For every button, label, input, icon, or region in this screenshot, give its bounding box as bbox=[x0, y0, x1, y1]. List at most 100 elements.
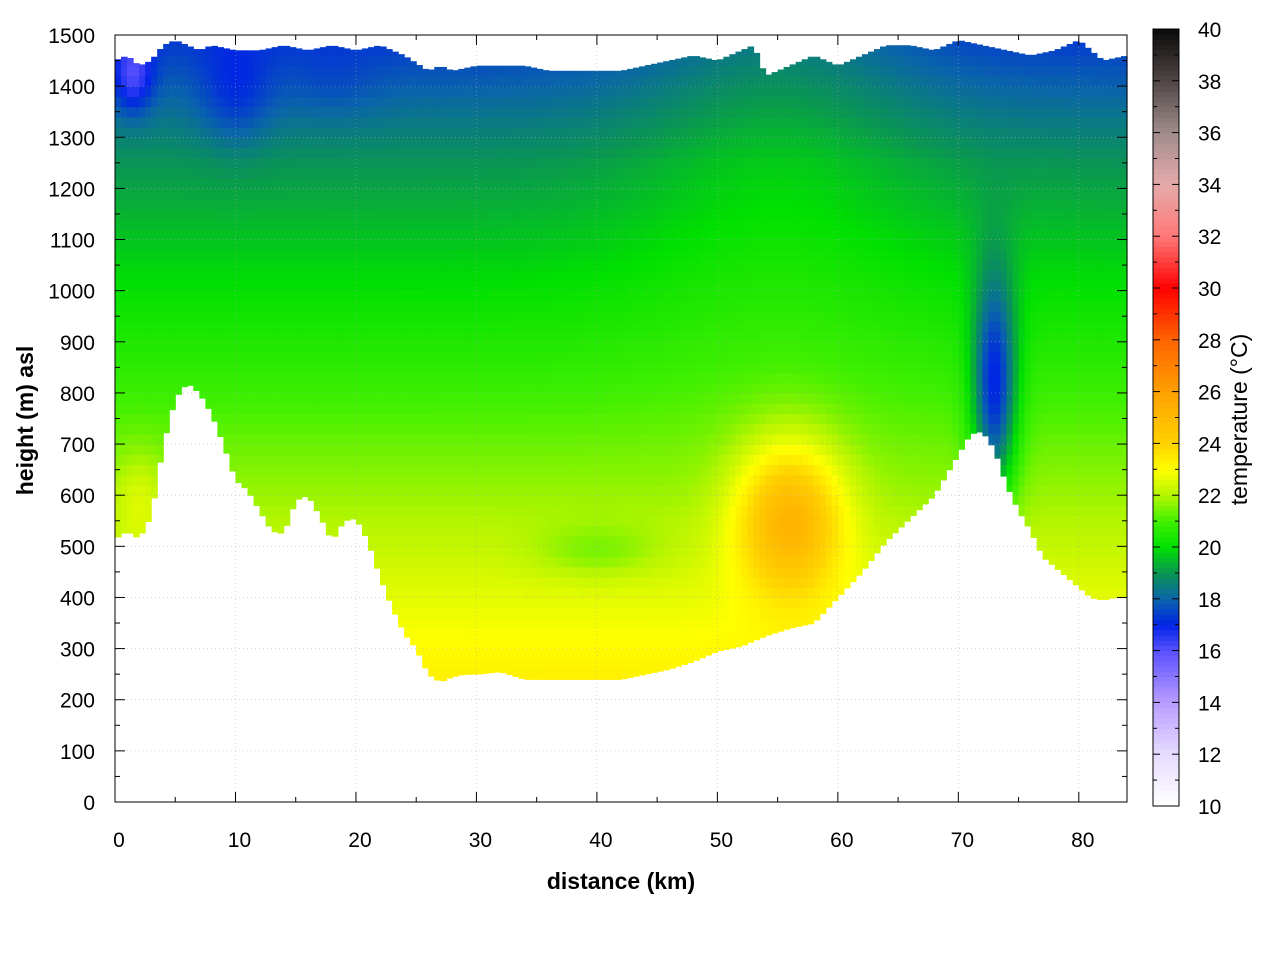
temperature-cell bbox=[271, 444, 279, 455]
temperature-cell bbox=[596, 597, 604, 609]
temperature-cell bbox=[669, 577, 676, 588]
temperature-cell bbox=[187, 372, 194, 384]
temperature-cell bbox=[410, 270, 417, 282]
temperature-cell bbox=[331, 96, 339, 108]
temperature-cell bbox=[422, 464, 429, 476]
temperature-cell bbox=[337, 157, 345, 169]
temperature-cell bbox=[536, 577, 544, 588]
temperature-cell bbox=[386, 137, 393, 149]
temperature-cell bbox=[175, 157, 182, 169]
temperature-cell bbox=[621, 454, 628, 466]
temperature-cell bbox=[548, 178, 556, 189]
temperature-cell bbox=[645, 147, 652, 159]
temperature-cell bbox=[253, 147, 261, 159]
temperature-cell bbox=[187, 290, 194, 302]
temperature-cell bbox=[476, 229, 484, 241]
temperature-cell bbox=[283, 515, 291, 526]
temperature-cell bbox=[386, 167, 393, 179]
temperature-cell bbox=[398, 382, 405, 394]
temperature-cell bbox=[169, 331, 176, 343]
temperature-cell bbox=[416, 372, 423, 384]
temperature-cell bbox=[512, 321, 520, 333]
temperature-cell bbox=[404, 607, 411, 619]
temperature-cell bbox=[452, 321, 459, 333]
temperature-cell bbox=[416, 229, 423, 241]
temperature-cell bbox=[530, 127, 538, 138]
temperature-cell bbox=[464, 280, 471, 292]
temperature-cell bbox=[548, 331, 556, 343]
temperature-cell bbox=[368, 362, 375, 374]
temperature-cell bbox=[410, 61, 417, 67]
temperature-cell bbox=[223, 259, 231, 271]
temperature-cell bbox=[217, 423, 225, 435]
temperature-cell bbox=[590, 70, 598, 77]
temperature-cell bbox=[464, 536, 471, 547]
temperature-cell bbox=[500, 219, 508, 230]
temperature-cell bbox=[440, 106, 447, 118]
temperature-cell bbox=[518, 198, 526, 210]
temperature-cell bbox=[554, 495, 562, 507]
temperature-cell bbox=[271, 352, 279, 363]
temperature-cell bbox=[627, 669, 634, 678]
temperature-cell bbox=[500, 96, 508, 108]
temperature-cell bbox=[434, 219, 441, 230]
temperature-cell bbox=[392, 587, 399, 599]
temperature-cell bbox=[621, 566, 628, 578]
temperature-cell bbox=[596, 536, 604, 547]
temperature-cell bbox=[398, 75, 405, 87]
temperature-cell bbox=[271, 239, 279, 251]
temperature-cell bbox=[211, 137, 218, 149]
temperature-cell bbox=[608, 525, 616, 537]
temperature-cell bbox=[392, 464, 399, 476]
temperature-cell bbox=[398, 331, 405, 343]
temperature-cell bbox=[494, 65, 502, 77]
temperature-cell bbox=[627, 648, 634, 660]
temperature-cell bbox=[578, 617, 586, 629]
temperature-cell bbox=[663, 362, 670, 374]
temperature-cell bbox=[470, 137, 478, 149]
temperature-cell bbox=[530, 454, 538, 466]
temperature-cell bbox=[157, 65, 164, 77]
temperature-cell bbox=[614, 352, 622, 363]
temperature-cell bbox=[361, 167, 369, 179]
temperature-cell bbox=[578, 546, 586, 558]
temperature-cell bbox=[271, 505, 279, 517]
temperature-cell bbox=[121, 515, 128, 527]
temperature-cell bbox=[621, 167, 628, 179]
temperature-cell bbox=[614, 229, 622, 241]
temperature-cell bbox=[247, 372, 255, 384]
temperature-cell bbox=[614, 259, 622, 271]
temperature-cell bbox=[187, 116, 194, 128]
temperature-cell bbox=[404, 617, 411, 629]
temperature-cell bbox=[398, 536, 405, 547]
temperature-cell bbox=[205, 188, 212, 200]
temperature-cell bbox=[554, 403, 562, 414]
temperature-cell bbox=[560, 249, 568, 261]
temperature-cell bbox=[554, 331, 562, 343]
temperature-cell bbox=[627, 198, 634, 210]
temperature-cell bbox=[434, 239, 441, 251]
temperature-cell bbox=[566, 362, 574, 374]
temperature-cell bbox=[428, 669, 435, 677]
temperature-cell bbox=[554, 454, 562, 466]
temperature-cell bbox=[578, 607, 586, 619]
temperature-cell bbox=[247, 321, 255, 333]
temperature-cell bbox=[235, 331, 243, 343]
temperature-cell bbox=[506, 372, 514, 384]
temperature-cell bbox=[422, 658, 429, 669]
temperature-cell bbox=[614, 70, 622, 77]
temperature-cell bbox=[211, 270, 218, 282]
temperature-cell bbox=[621, 259, 628, 271]
temperature-cell bbox=[614, 198, 622, 210]
temperature-cell bbox=[614, 577, 622, 588]
temperature-cell bbox=[458, 270, 465, 282]
temperature-cell bbox=[681, 321, 688, 333]
temperature-cell bbox=[325, 484, 333, 496]
temperature-cell bbox=[374, 495, 381, 507]
temperature-cell bbox=[512, 577, 520, 588]
temperature-cell bbox=[578, 106, 586, 118]
temperature-cell bbox=[410, 607, 417, 619]
temperature-cell bbox=[645, 219, 652, 230]
temperature-cell bbox=[199, 331, 206, 343]
temperature-cell bbox=[452, 433, 459, 445]
